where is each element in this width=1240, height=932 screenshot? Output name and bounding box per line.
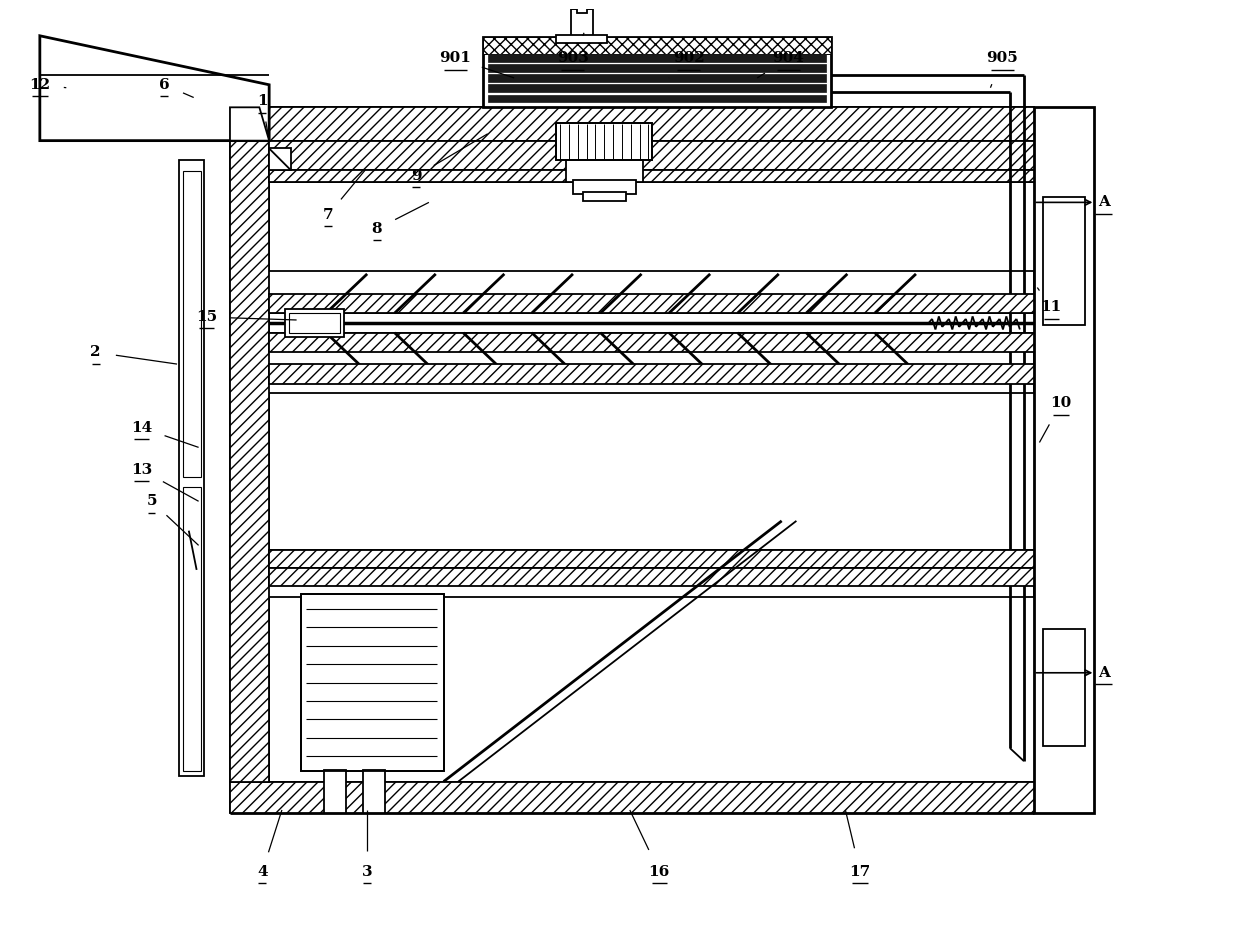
Text: 10: 10: [1050, 396, 1071, 410]
Text: 1: 1: [257, 94, 268, 108]
Text: 15: 15: [196, 310, 217, 324]
Bar: [269, 148, 290, 170]
Bar: [301, 595, 444, 771]
Bar: [229, 107, 1034, 141]
Bar: [301, 595, 444, 771]
Bar: [285, 309, 343, 336]
Bar: [229, 782, 1034, 813]
Bar: [229, 141, 269, 782]
Bar: [1043, 629, 1085, 747]
Text: A: A: [1099, 196, 1110, 210]
Text: 5: 5: [146, 494, 156, 508]
Bar: [557, 123, 652, 160]
Bar: [487, 94, 826, 103]
Bar: [363, 770, 384, 813]
Bar: [583, 192, 626, 201]
Text: 13: 13: [131, 463, 153, 477]
Bar: [324, 770, 346, 813]
Bar: [269, 597, 1034, 782]
Text: 12: 12: [30, 77, 51, 91]
Text: 4: 4: [257, 865, 268, 879]
Bar: [577, 7, 587, 13]
Bar: [179, 160, 205, 775]
Text: 14: 14: [131, 420, 153, 435]
Bar: [487, 64, 826, 72]
Text: 3: 3: [362, 865, 372, 879]
Text: 11: 11: [1040, 300, 1061, 314]
Bar: [487, 84, 826, 91]
Bar: [269, 294, 1034, 313]
Bar: [269, 333, 1034, 352]
Bar: [1043, 198, 1085, 325]
Bar: [269, 170, 1034, 182]
Polygon shape: [40, 35, 269, 141]
Text: 6: 6: [159, 77, 170, 91]
Text: 902: 902: [673, 51, 704, 65]
Bar: [570, 9, 593, 36]
Bar: [289, 313, 340, 333]
Text: 2: 2: [91, 346, 100, 360]
Bar: [482, 36, 831, 54]
Bar: [269, 141, 1034, 170]
Text: 17: 17: [849, 865, 870, 879]
Bar: [269, 182, 1034, 271]
Text: A: A: [1099, 665, 1110, 679]
Bar: [269, 313, 1034, 333]
Text: 905: 905: [986, 51, 1018, 65]
Bar: [487, 74, 826, 82]
Bar: [482, 36, 831, 107]
Text: 16: 16: [649, 865, 670, 879]
Bar: [269, 364, 1034, 384]
Text: 903: 903: [557, 51, 589, 65]
Text: 9: 9: [410, 169, 422, 183]
Bar: [573, 180, 636, 194]
Bar: [269, 568, 1034, 585]
Text: 901: 901: [439, 51, 471, 65]
Text: 904: 904: [773, 51, 805, 65]
Bar: [557, 34, 608, 43]
Bar: [269, 393, 1034, 550]
Bar: [1034, 107, 1095, 813]
Bar: [269, 550, 1034, 568]
Text: 7: 7: [322, 208, 334, 222]
Bar: [567, 160, 642, 182]
Bar: [184, 171, 201, 477]
Bar: [487, 54, 826, 62]
Bar: [557, 123, 652, 160]
Text: 8: 8: [372, 222, 382, 236]
Polygon shape: [229, 107, 269, 141]
Bar: [184, 487, 201, 771]
Bar: [573, 4, 590, 9]
